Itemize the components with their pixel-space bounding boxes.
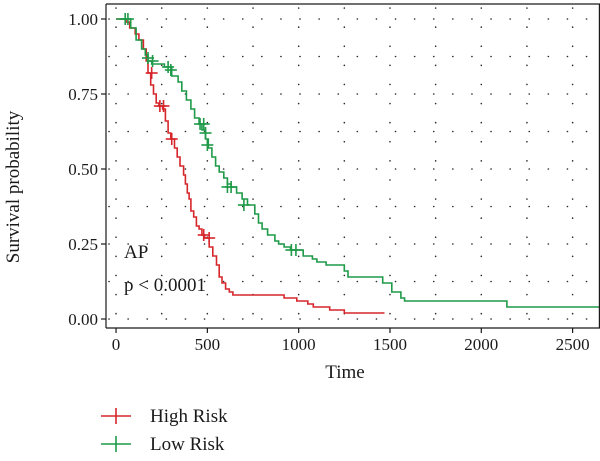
censor-mark — [197, 229, 210, 241]
legend-key-low-risk — [101, 436, 131, 452]
censor-mark — [145, 67, 158, 79]
censor-mark — [157, 100, 170, 112]
y-tick-label: 0.75 — [68, 85, 98, 104]
plot-background — [106, 4, 600, 328]
censor-mark — [289, 244, 302, 256]
censor-mark — [199, 127, 212, 139]
censor-mark — [197, 118, 210, 130]
legend-item: Low Risk — [101, 434, 225, 455]
p-value-annotation: p < 0.0001 — [124, 275, 206, 296]
x-tick-label: 1000 — [282, 335, 316, 354]
censor-mark — [203, 232, 216, 244]
annotation-label: AP — [124, 242, 148, 263]
x-tick-label: 2000 — [464, 335, 498, 354]
censor-mark — [164, 64, 177, 76]
axes: 0 500 1000 1500 2000 2500 0.00 0.25 0.50 0.75 1.00 — [68, 3, 600, 354]
x-tick-label: 0 — [112, 335, 121, 354]
series-layer — [116, 13, 600, 314]
x-axis-title: Time — [325, 362, 364, 383]
x-tick-label: 1500 — [373, 335, 407, 354]
y-tick-label: 1.00 — [68, 10, 98, 29]
grid — [108, 7, 600, 329]
legend-key-high-risk — [101, 408, 131, 424]
censor-mark — [201, 139, 214, 151]
censor-mark — [162, 61, 175, 73]
y-tick-label: 0.50 — [68, 160, 98, 179]
legend: High Risk Low Risk — [101, 406, 228, 455]
censor-mark — [121, 13, 134, 25]
x-tick-label: 2500 — [556, 335, 590, 354]
y-axis-title: Survival probability — [3, 110, 24, 263]
censor-mark — [237, 199, 250, 211]
censor-mark — [146, 55, 159, 67]
y-tick-label: 0.00 — [68, 310, 98, 329]
legend-label: Low Risk — [150, 434, 225, 455]
legend-label: High Risk — [150, 406, 228, 427]
legend-item: High Risk — [101, 406, 228, 427]
censor-mark — [225, 181, 238, 193]
plot-area — [106, 4, 600, 328]
censor-mark — [165, 133, 178, 145]
y-tick-label: 0.25 — [68, 235, 98, 254]
x-tick-label: 500 — [195, 335, 221, 354]
